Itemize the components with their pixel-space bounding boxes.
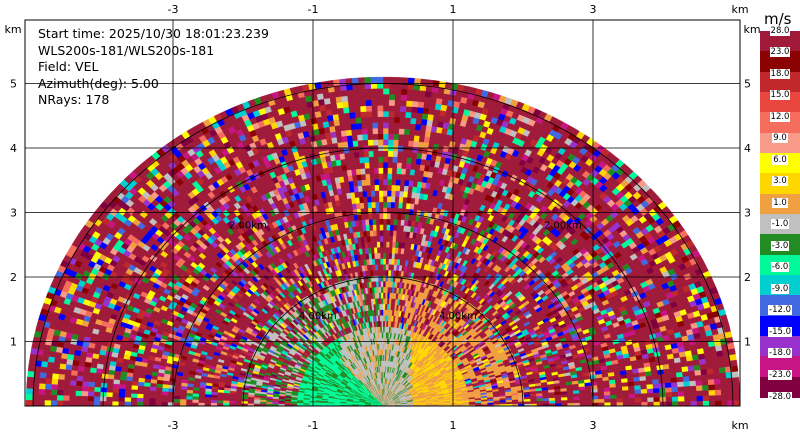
- velocity-gate: [265, 401, 273, 405]
- velocity-gate: [554, 399, 562, 404]
- velocity-gate: [376, 246, 381, 254]
- velocity-gate: [382, 258, 387, 265]
- velocity-gate: [222, 400, 230, 404]
- velocity-gate: [380, 292, 384, 299]
- velocity-gate: [385, 280, 389, 288]
- velocity-gate: [382, 264, 386, 271]
- velocity-gate: [382, 281, 386, 288]
- velocity-gate: [380, 275, 384, 282]
- velocity-gate: [377, 269, 381, 276]
- velocity-gate: [524, 400, 531, 404]
- velocity-gate: [376, 252, 381, 259]
- velocity-gate: [380, 269, 384, 276]
- velocity-data-field: [25, 76, 740, 406]
- velocity-gate: [382, 309, 386, 316]
- velocity-gate: [385, 275, 389, 282]
- velocity-gate: [379, 252, 384, 259]
- velocity-gate: [247, 401, 255, 405]
- velocity-gate: [271, 402, 279, 405]
- velocity-gate: [222, 397, 230, 402]
- velocity-gate: [373, 247, 378, 254]
- velocity-gate: [382, 332, 385, 339]
- velocity-gate: [228, 398, 236, 402]
- velocity-gate: [387, 264, 392, 271]
- velocity-gate: [384, 292, 388, 299]
- velocity-gate: [373, 252, 378, 259]
- velocity-gate: [377, 275, 381, 282]
- velocity-gate: [382, 246, 387, 254]
- velocity-gate: [387, 281, 391, 288]
- velocity-gate: [377, 280, 381, 288]
- velocity-gate: [554, 397, 562, 401]
- velocity-gate: [235, 398, 242, 402]
- velocity-gate: [380, 286, 384, 293]
- velocity-gate: [380, 264, 384, 271]
- velocity-gate: [536, 400, 544, 404]
- velocity-gate: [379, 258, 384, 265]
- velocity-gate: [387, 269, 392, 276]
- velocity-gate: [388, 247, 393, 254]
- velocity-gate: [382, 275, 386, 282]
- velocity-gate: [382, 320, 385, 327]
- velocity-gate: [388, 252, 393, 259]
- velocity-gate: [382, 303, 386, 310]
- velocity-gate: [377, 258, 381, 265]
- velocity-gate: [259, 401, 267, 405]
- velocity-gate: [385, 263, 389, 271]
- velocity-gate: [390, 264, 395, 271]
- velocity-gate: [235, 400, 242, 404]
- velocity-gate: [384, 309, 387, 316]
- velocity-gate: [384, 298, 388, 305]
- velocity-gate: [385, 269, 389, 276]
- velocity-gate: [380, 297, 384, 305]
- velocity-gate: [391, 252, 395, 260]
- velocity-gate: [382, 315, 385, 322]
- velocity-gate: [210, 394, 218, 399]
- velocity-gate: [385, 258, 389, 265]
- velocity-gate: [241, 401, 248, 405]
- velocity-gate: [382, 297, 386, 305]
- velocity-gate: [380, 281, 384, 288]
- velocity-gate: [228, 400, 236, 404]
- velocity-gate: [385, 246, 390, 254]
- velocity-gate: [241, 398, 249, 402]
- velocity-gate: [382, 269, 386, 276]
- velocity-gate: [387, 275, 391, 282]
- velocity-gate: [377, 263, 381, 271]
- velocity-gate: [388, 258, 392, 265]
- velocity-gate: [379, 246, 384, 254]
- velocity-gate: [382, 286, 386, 293]
- velocity-gate: [548, 400, 556, 404]
- velocity-gate: [210, 400, 218, 404]
- velocity-gate: [253, 401, 261, 405]
- velocity-gate: [384, 286, 388, 293]
- velocity-gate: [530, 400, 538, 404]
- velocity-gate: [382, 292, 386, 299]
- velocity-gate: [542, 400, 550, 404]
- velocity-gate: [216, 397, 224, 402]
- velocity-gate: [216, 400, 224, 404]
- velocity-gate: [391, 247, 396, 254]
- velocity-gate: [382, 252, 387, 259]
- velocity-gate: [210, 397, 218, 401]
- velocity-gate: [385, 252, 390, 259]
- velocity-gate: [384, 315, 387, 322]
- velocity-gate: [382, 326, 385, 333]
